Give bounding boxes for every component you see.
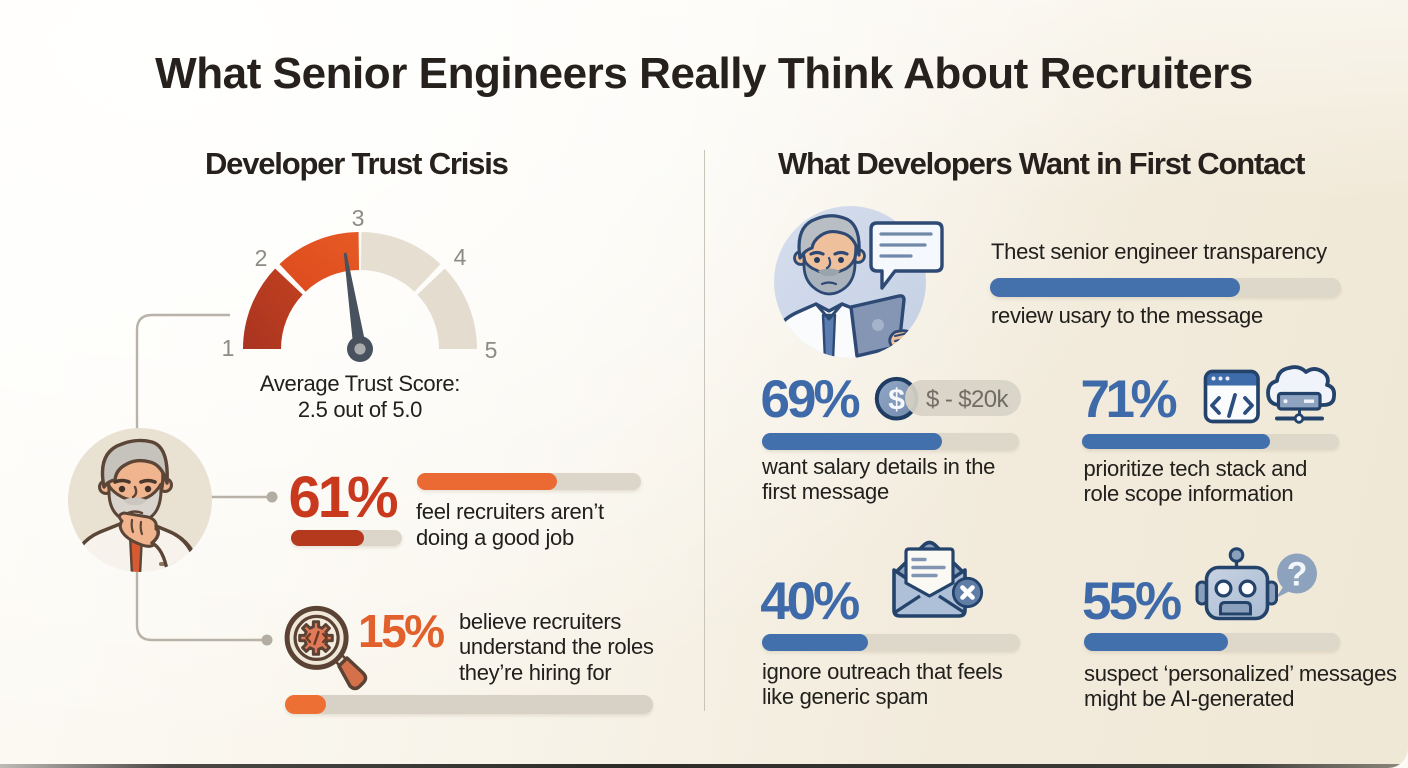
svg-text:3: 3 — [352, 205, 365, 231]
svg-text:1: 1 — [222, 335, 235, 361]
svg-text:?: ? — [1287, 556, 1308, 594]
svg-text:5: 5 — [485, 337, 498, 363]
svg-text:$: $ — [888, 384, 905, 417]
svg-text:2: 2 — [255, 245, 268, 271]
svg-text:4: 4 — [454, 244, 467, 270]
